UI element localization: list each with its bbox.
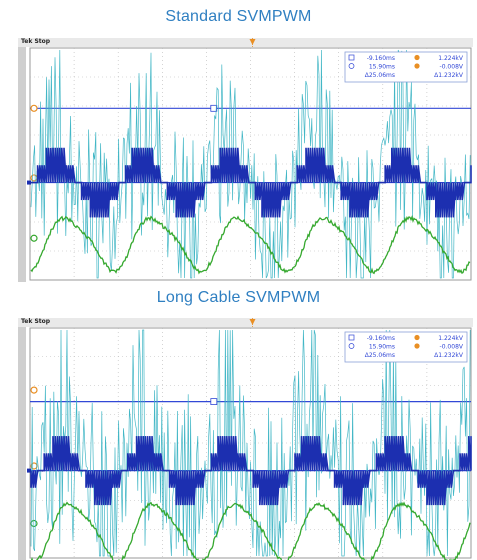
title-long-cable-svmpwm: Long Cable SVMPWM — [156, 289, 321, 306]
waveform-blue — [31, 147, 472, 218]
oscilloscope-long-cable: -9.160ms 1.224kV 15.90ms -0.008V Δ25.06ms Δ1.… — [18, 318, 473, 560]
readout-voltage-value: -0.008V — [440, 344, 464, 351]
cursor-b-icon — [348, 63, 355, 69]
channel-marker-green-icon — [30, 234, 38, 242]
cursor-handle — [210, 104, 218, 112]
readout-voltage-value: Δ1.232kV — [434, 72, 464, 79]
readout-time-value: -9.160ms — [367, 335, 395, 342]
readout-voltage-value: Δ1.232kV — [434, 352, 464, 359]
cursor-readout-panel: -9.160ms 1.224kV 15.90ms -0.008V Δ25.06ms Δ1.… — [344, 51, 468, 83]
waveform-cyan — [30, 49, 471, 279]
cursor-b-icon — [348, 343, 355, 349]
cursor-a-icon — [348, 334, 355, 341]
readout-time-value: -9.160ms — [367, 55, 395, 62]
channel-marker-blue-icon — [27, 468, 31, 473]
scope-screen: -9.160ms 1.224kV 15.90ms -0.008V Δ25.06ms Δ1.… — [18, 318, 473, 560]
waveforms — [30, 329, 472, 560]
channel-marker-orange-icon — [30, 104, 38, 112]
readout-voltage-value: 1.224kV — [438, 335, 464, 342]
cursor-a-icon — [348, 54, 355, 61]
scope-top-bar — [18, 318, 473, 327]
scope-screen: -9.160ms 1.224kV 15.90ms -0.008V Δ25.06ms Δ1.… — [18, 38, 473, 282]
readout-time-value: Δ25.06ms — [365, 352, 395, 359]
scope-left-bar — [18, 47, 26, 282]
channel-marker-orange-icon — [30, 386, 38, 394]
waveform-blue — [30, 436, 472, 506]
scope-brand-label: Tek Stop — [21, 38, 51, 45]
channel-marker-orange-icon — [30, 174, 38, 182]
channel-marker-blue-icon — [27, 180, 31, 185]
scope-brand-label: Tek Stop — [21, 318, 51, 325]
readout-channel-icon — [414, 63, 420, 69]
readout-time-value: Δ25.06ms — [365, 72, 395, 79]
readout-voltage-value: -0.008V — [440, 64, 464, 71]
title-standard-svmpwm: Standard SVMPWM — [165, 8, 312, 25]
cursor-handle — [210, 398, 218, 405]
waveform-green — [30, 501, 471, 560]
readout-channel-icon — [414, 343, 420, 349]
oscilloscope-standard: -9.160ms 1.224kV 15.90ms -0.008V Δ25.06ms Δ1.… — [18, 38, 473, 282]
channel-marker-green-icon — [30, 519, 38, 528]
readout-channel-icon — [414, 54, 420, 61]
readout-voltage-value: 1.224kV — [438, 55, 464, 62]
readout-channel-icon — [414, 334, 420, 341]
scope-top-bar — [18, 38, 473, 47]
waveform-cyan — [30, 329, 471, 557]
cursor-readout-panel: -9.160ms 1.224kV 15.90ms -0.008V Δ25.06ms Δ1.… — [344, 331, 468, 363]
waveforms — [30, 49, 472, 279]
readout-box — [344, 331, 468, 363]
scope-left-bar — [18, 327, 26, 560]
readout-box — [344, 51, 468, 83]
waveform-green — [30, 215, 471, 275]
readout-time-value: 15.90ms — [369, 344, 395, 351]
readout-time-value: 15.90ms — [369, 64, 395, 71]
